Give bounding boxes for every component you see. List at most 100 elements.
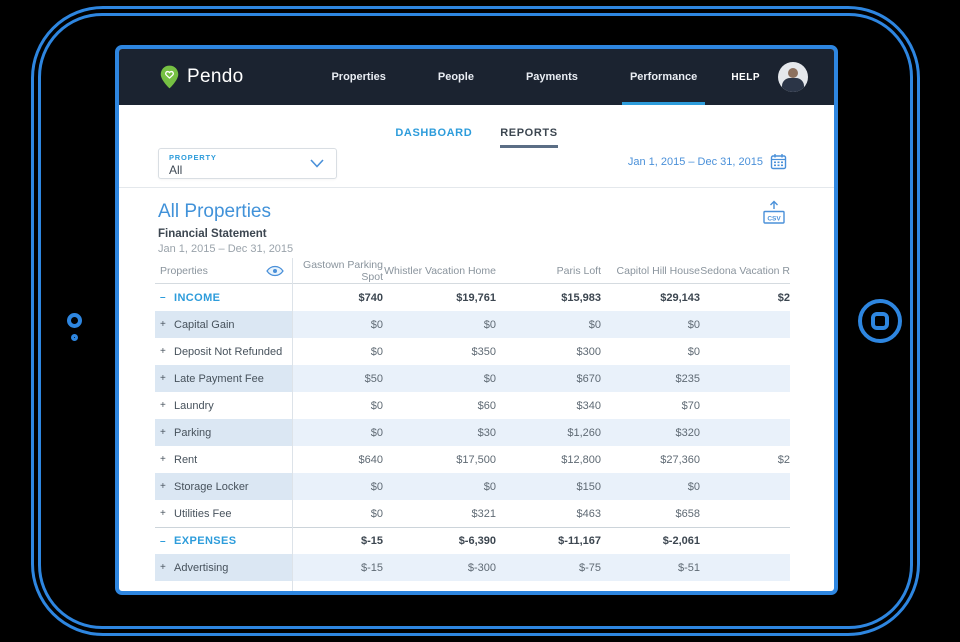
table-header-row: Properties Gastown Parking Spot Whistler… (155, 258, 790, 284)
pendo-logo[interactable]: Pendo (159, 64, 243, 90)
cell-value (700, 528, 790, 554)
row-label-text: Parking (174, 426, 212, 439)
table-row-capital-gain[interactable]: + Capital Gain $0 $0 $0 $0 (155, 311, 790, 338)
table-row-utilities-fee[interactable]: + Utilities Fee $0 $321 $463 $658 (155, 500, 790, 527)
cell-value: $0 (601, 311, 700, 338)
cell-value (700, 392, 790, 419)
collapse-icon[interactable]: – (160, 535, 166, 547)
property-select[interactable]: PROPERTY All (158, 148, 337, 179)
cell-value: $-15 (292, 554, 383, 581)
row-label: – EXPENSES (155, 528, 292, 554)
cell-value: $30 (383, 419, 496, 446)
cell-value: $0 (601, 473, 700, 500)
expand-icon[interactable]: + (160, 400, 166, 411)
row-label: + Rent (155, 446, 292, 473)
column-header[interactable]: Whistler Vacation Home (384, 264, 496, 277)
clipped-row (155, 581, 790, 591)
tab-dashboard[interactable]: DASHBOARD (395, 127, 473, 139)
report-tabs: DASHBOARD REPORTS (119, 127, 834, 148)
table-row-advertising[interactable]: + Advertising $-15 $-300 $-75 $-51 (155, 554, 790, 581)
cell-value: $27,360 (660, 453, 700, 466)
expand-icon[interactable]: + (160, 346, 166, 357)
cell-value: $350 (471, 345, 496, 358)
csv-export-icon[interactable]: CSV (761, 200, 787, 225)
pendo-pin-icon (159, 64, 180, 90)
page-title: All Properties (158, 201, 271, 222)
cell-value: $321 (471, 507, 496, 520)
row-label: + Laundry (155, 392, 292, 419)
cell-value: $19,761 (456, 291, 496, 304)
column-header[interactable]: Gastown Parking Spot (303, 258, 383, 283)
cell-value: $50 (292, 365, 383, 392)
cell-value: $0 (383, 365, 496, 392)
cell-value: $340 (576, 399, 601, 412)
calendar-icon[interactable] (770, 153, 787, 170)
cell-value: $-51 (601, 554, 700, 581)
table-row-storage-locker[interactable]: + Storage Locker $0 $0 $150 $0 (155, 473, 790, 500)
tab-reports[interactable]: REPORTS (500, 127, 558, 148)
cell-value: $-2,061 (662, 535, 700, 547)
table-row-late-payment-fee[interactable]: + Late Payment Fee $50 $0 $670 $235 (155, 365, 790, 392)
report-period: Jan 1, 2015 – Dec 31, 2015 (158, 243, 294, 255)
home-button-icon (858, 299, 902, 343)
date-range-picker[interactable]: Jan 1, 2015 – Dec 31, 2015 (628, 153, 787, 170)
cell-value: $2 (777, 291, 790, 304)
user-avatar[interactable] (778, 62, 808, 92)
cell-value: $12,800 (561, 453, 601, 466)
help-link[interactable]: HELP (731, 71, 760, 83)
expand-icon[interactable]: + (160, 454, 166, 465)
nav-item-properties[interactable]: Properties (331, 71, 386, 83)
cell-value: $0 (370, 399, 383, 412)
table-row-rent[interactable]: + Rent $640 $17,500 $12,800 $27,360 $2 (155, 446, 790, 473)
top-nav: Pendo Properties People Payments Perform… (119, 49, 834, 105)
cell-value (700, 500, 790, 527)
table-row-expenses[interactable]: – EXPENSES $-15 $-6,390 $-11,167 $-2,061 (155, 527, 790, 554)
avatar-head (788, 68, 798, 78)
cell-value: $-6,390 (458, 535, 496, 547)
expand-icon[interactable]: + (160, 427, 166, 438)
cell-value: $0 (383, 473, 496, 500)
properties-header-label: Properties (160, 264, 208, 277)
nav-item-payments[interactable]: Payments (525, 71, 578, 83)
eye-icon[interactable] (266, 265, 284, 276)
collapse-icon[interactable]: – (160, 292, 166, 303)
expand-icon[interactable]: + (160, 373, 166, 384)
table-row-deposit-not-refunded[interactable]: + Deposit Not Refunded $0 $350 $300 $0 (155, 338, 790, 365)
expand-icon[interactable]: + (160, 508, 166, 519)
camera-dot-small (71, 334, 78, 341)
expand-icon[interactable]: + (160, 562, 166, 573)
table-row-laundry[interactable]: + Laundry $0 $60 $340 $70 (155, 392, 790, 419)
cell-value: $0 (370, 507, 383, 520)
table-row-income[interactable]: – INCOME $740 $19,761 $15,983 $29,143 $2 (155, 284, 790, 311)
cell-value: $-11,167 (558, 535, 601, 547)
cell-value (700, 473, 790, 500)
cell-value: $2 (777, 453, 790, 466)
cell-value: $670 (496, 365, 601, 392)
row-label: + Late Payment Fee (155, 365, 292, 392)
table-header-properties: Properties (155, 265, 292, 277)
nav-right: HELP (731, 62, 808, 92)
financial-table: Properties Gastown Parking Spot Whistler… (155, 258, 790, 591)
cell-value: $0 (292, 311, 383, 338)
app-window: Pendo Properties People Payments Perform… (115, 45, 838, 595)
cell-value: $17,500 (456, 453, 496, 466)
date-range-text: Jan 1, 2015 – Dec 31, 2015 (627, 155, 763, 168)
property-select-value: All (169, 163, 183, 177)
row-label: + Utilities Fee (155, 500, 292, 527)
table-row-parking[interactable]: + Parking $0 $30 $1,260 $320 (155, 419, 790, 446)
column-header[interactable]: Sedona Vacation R (700, 264, 790, 277)
row-label: + Storage Locker (155, 473, 292, 500)
cell-value: $70 (681, 399, 700, 412)
row-label-text: INCOME (174, 291, 221, 304)
row-label-text: Rent (174, 453, 198, 466)
nav-item-performance[interactable]: Performance (621, 49, 706, 105)
cell-value: $235 (601, 365, 700, 392)
expand-icon[interactable]: + (160, 319, 166, 330)
column-header[interactable]: Paris Loft (556, 264, 601, 277)
row-label-text: Deposit Not Refunded (174, 345, 283, 358)
chevron-down-icon[interactable] (310, 159, 324, 168)
row-label: + Parking (155, 419, 292, 446)
column-header[interactable]: Capitol Hill House (616, 264, 700, 277)
expand-icon[interactable]: + (160, 481, 166, 492)
nav-item-people[interactable]: People (437, 71, 474, 83)
